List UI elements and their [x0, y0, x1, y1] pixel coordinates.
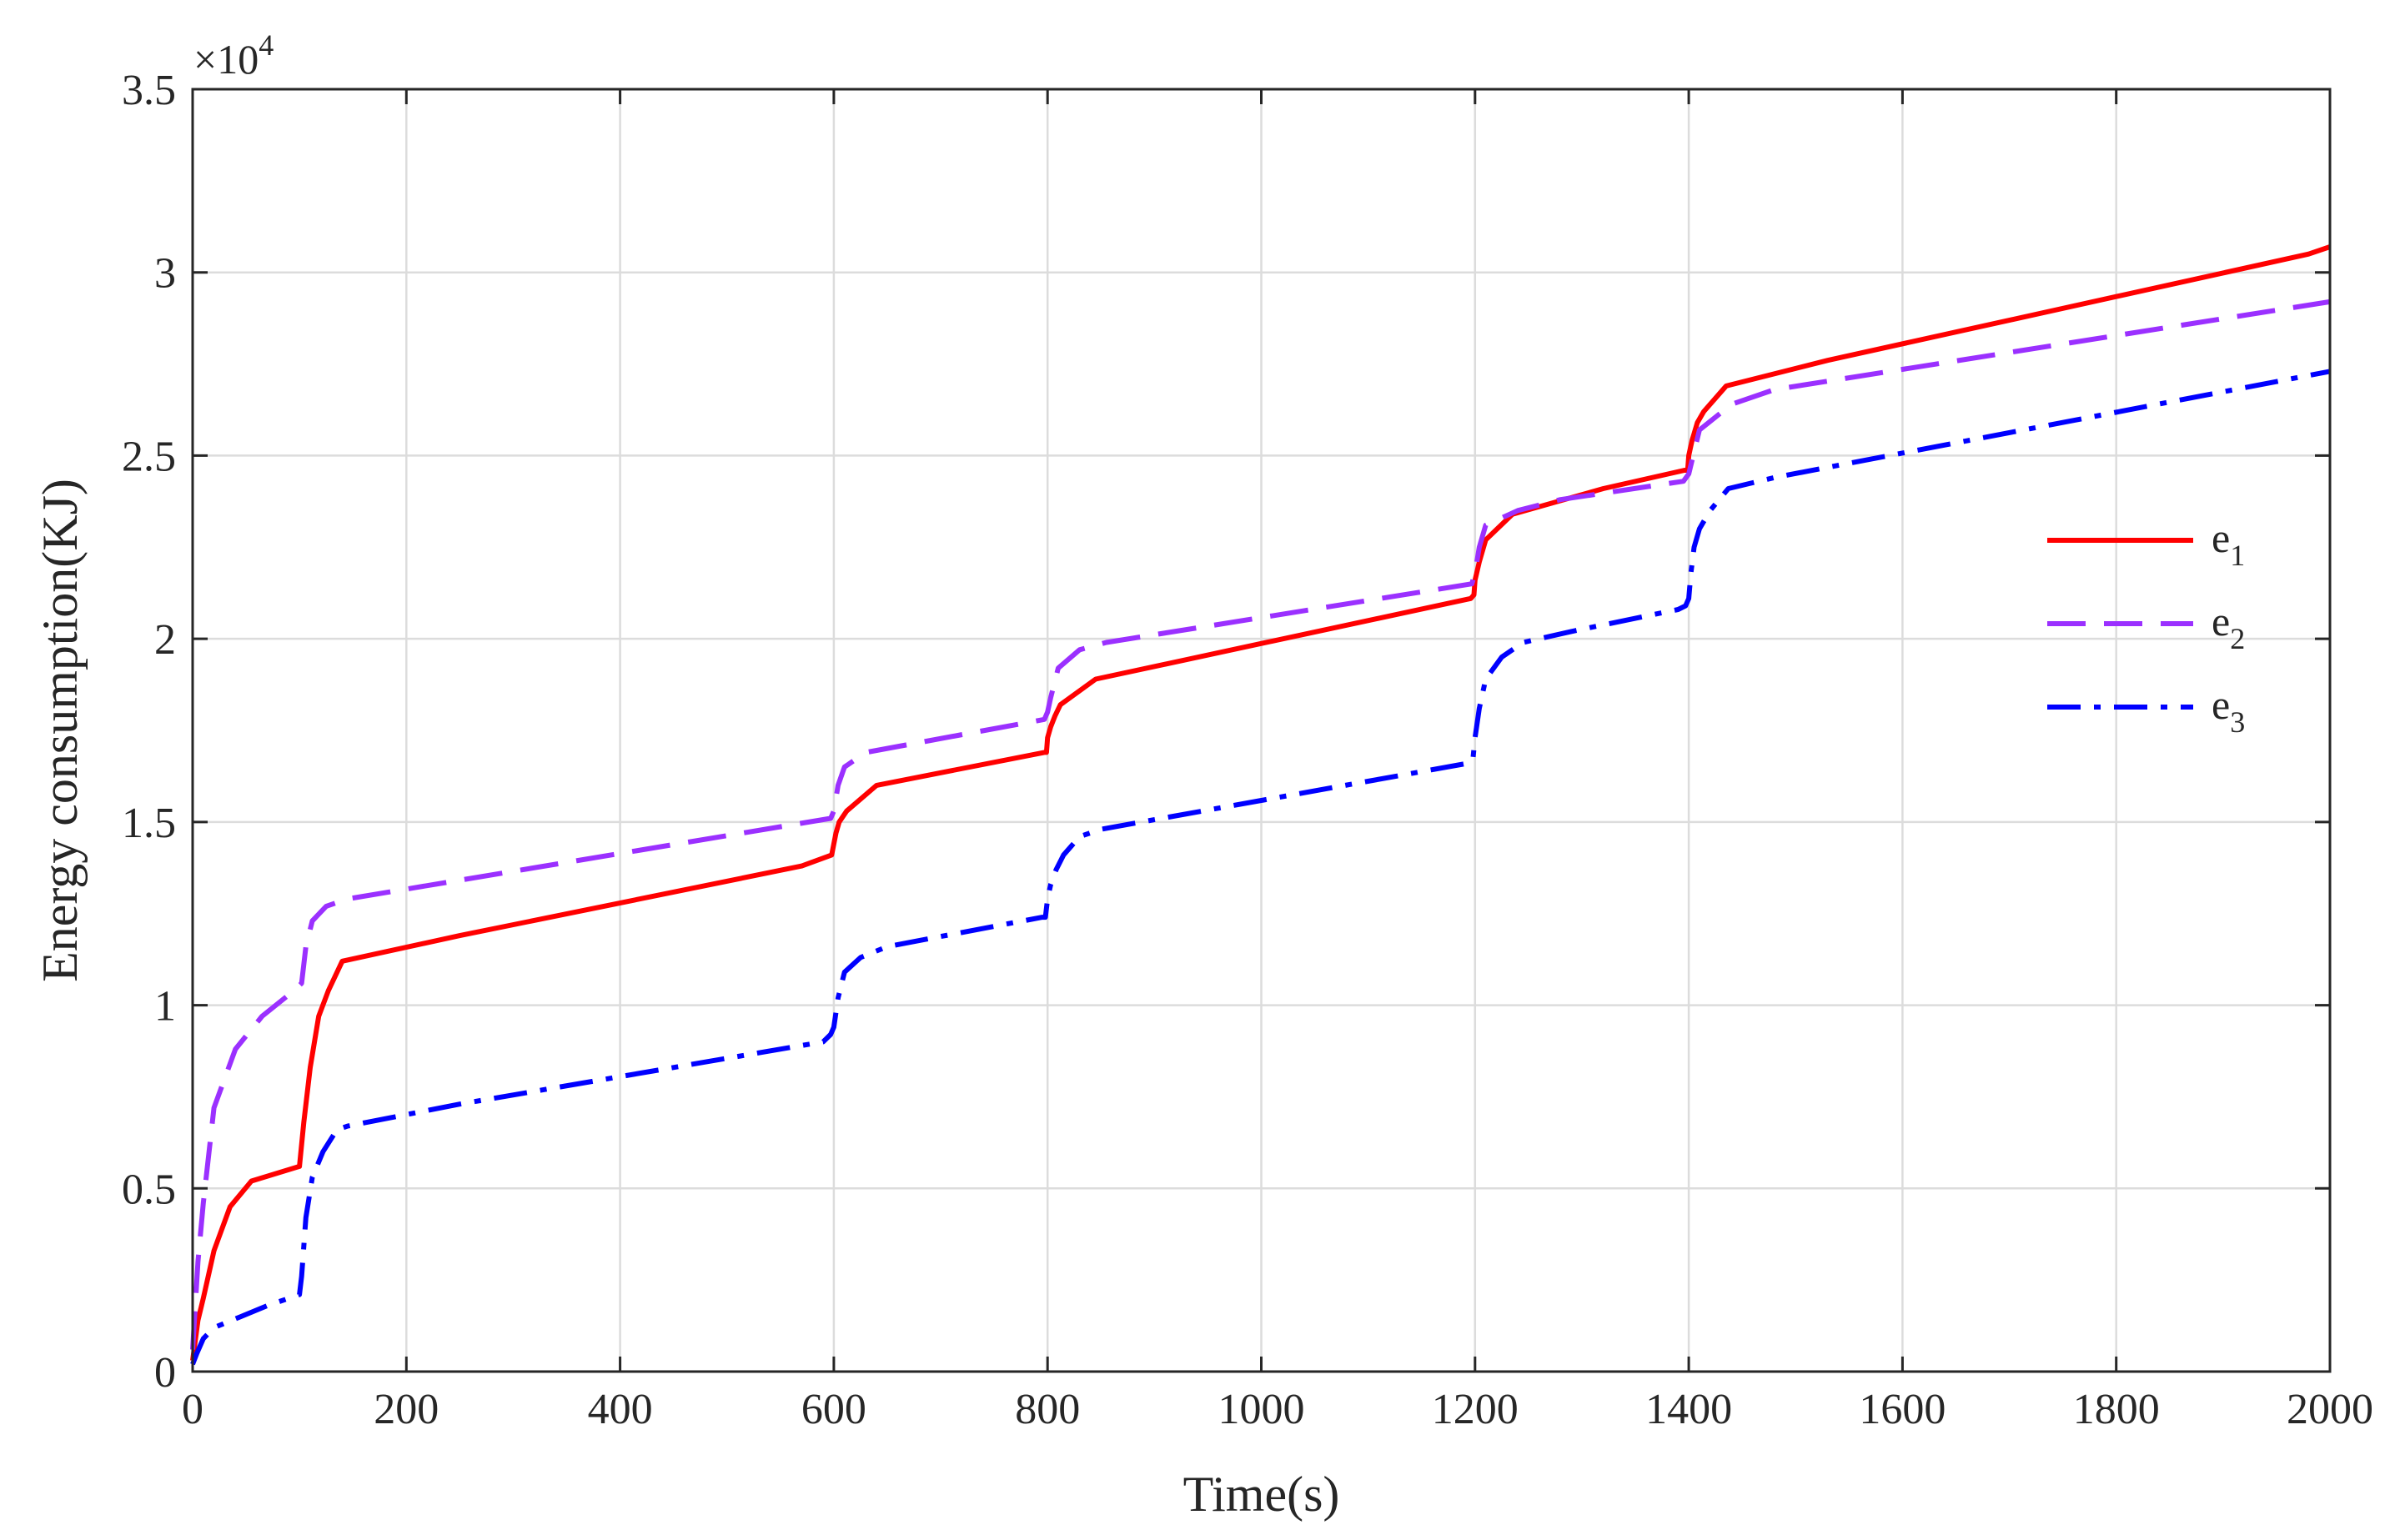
x-tick-label: 400 [588, 1386, 653, 1433]
y-tick-label: 3.5 [122, 67, 176, 114]
y-tick-label: 1.5 [122, 800, 176, 847]
x-tick-label: 1000 [1218, 1386, 1305, 1433]
x-tick-label: 1600 [1859, 1386, 1946, 1433]
series-lines [190, 244, 2331, 1366]
y-tick-label: 3 [154, 250, 176, 298]
y-tick-label: 0.5 [122, 1166, 176, 1213]
x-tick-label: 1800 [2073, 1386, 2160, 1433]
x-axis-title: Time(s) [1183, 1467, 1340, 1522]
y-axis-title: Energy consumption(KJ) [33, 479, 88, 982]
grid [193, 89, 2330, 1372]
y-multiplier-base: ×10 [193, 36, 259, 83]
x-tick-label: 200 [374, 1386, 439, 1433]
series-line-e1 [190, 244, 2331, 1362]
axis-labels: 0 200 400 600 800 1000 1200 1400 1600 1800 2000 0 0.… [122, 67, 2373, 1433]
y-tick-label: 0 [154, 1349, 176, 1397]
x-tick-label: 600 [801, 1386, 866, 1433]
y-axis-multiplier: ×104 [193, 28, 274, 83]
y-multiplier-exponent: 4 [259, 28, 274, 62]
y-tick-label: 2.5 [122, 433, 176, 480]
x-tick-label: 0 [182, 1386, 203, 1433]
x-tick-label: 2000 [2287, 1386, 2373, 1433]
axis-ticks [191, 88, 2332, 1373]
series-line-e3 [190, 369, 2331, 1366]
legend: e1 e2 e3 [2047, 514, 2245, 739]
x-tick-label: 1400 [1645, 1386, 1732, 1433]
y-tick-label: 2 [154, 616, 176, 664]
legend-label-e3: e3 [2212, 681, 2245, 739]
x-tick-label: 800 [1015, 1386, 1080, 1433]
legend-label-e1: e1 [2212, 514, 2245, 572]
x-tick-label: 1200 [1432, 1386, 1519, 1433]
legend-label-e2: e2 [2212, 598, 2245, 655]
y-tick-label: 1 [154, 983, 176, 1031]
series-line-e2 [190, 298, 2331, 1350]
